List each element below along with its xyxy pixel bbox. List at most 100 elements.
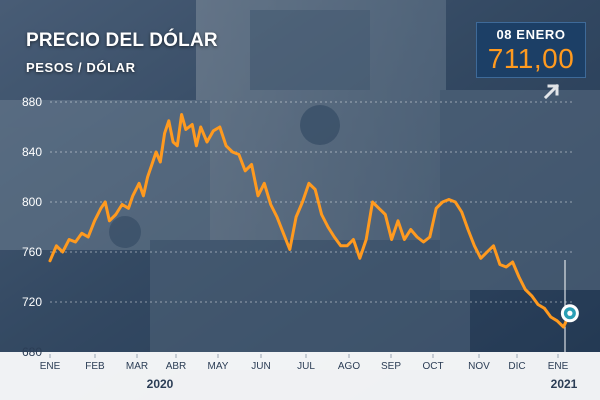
data-point <box>250 163 253 166</box>
banknote-bottom <box>150 240 470 370</box>
data-point <box>555 319 559 322</box>
data-point <box>294 215 298 219</box>
data-point <box>180 113 183 116</box>
data-point <box>127 207 130 210</box>
data-point <box>511 260 514 264</box>
series-line <box>48 113 572 329</box>
data-point <box>314 188 317 191</box>
chart-title: PRECIO DEL DÓLAR <box>26 30 218 51</box>
data-point <box>114 213 118 216</box>
y-tick-label: 800 <box>22 195 42 209</box>
data-point <box>275 215 279 219</box>
data-point <box>167 119 170 123</box>
year-label: 2020 <box>147 377 174 391</box>
data-point <box>163 132 166 135</box>
data-point <box>377 207 381 210</box>
data-point <box>159 160 162 164</box>
data-point <box>93 219 96 222</box>
data-point <box>99 207 103 210</box>
data-point <box>345 244 349 247</box>
x-tick-label: DIC <box>508 361 525 372</box>
data-point <box>352 238 355 241</box>
x-tick-label: SEP <box>381 361 401 372</box>
chart-subtitle: PESOS / DÓLAR <box>26 60 136 75</box>
data-point <box>365 238 368 241</box>
x-tick-label: NOV <box>468 361 490 372</box>
data-point <box>396 219 400 222</box>
banknote-left <box>0 100 210 250</box>
data-point <box>409 228 412 231</box>
series-layer <box>48 113 572 329</box>
data-point <box>131 194 134 197</box>
data-point <box>67 238 71 241</box>
data-point <box>339 244 342 247</box>
data-point <box>176 144 179 147</box>
data-point <box>492 244 495 247</box>
banknote-portrait-area <box>250 10 370 90</box>
data-point <box>146 175 149 179</box>
y-axis: 680 720 760 800 840 880 <box>22 95 42 359</box>
data-point <box>137 182 141 185</box>
latest-date: 08 ENERO <box>496 27 566 42</box>
data-point <box>244 169 247 172</box>
data-point <box>415 235 419 239</box>
data-point <box>184 128 187 131</box>
data-point <box>154 150 158 154</box>
data-point <box>301 200 304 204</box>
data-point <box>212 129 215 132</box>
data-point <box>74 240 77 244</box>
y-tick-label: 680 <box>22 345 42 359</box>
data-point <box>218 125 221 129</box>
data-point <box>505 265 508 269</box>
data-point <box>441 200 444 204</box>
axis-band <box>0 352 600 400</box>
y-tick-label: 760 <box>22 245 42 259</box>
data-point <box>390 238 393 241</box>
x-tick-label: FEB <box>85 361 105 372</box>
data-point <box>288 248 291 251</box>
data-point <box>120 203 124 206</box>
x-tick-label: MAR <box>126 361 148 372</box>
data-point <box>428 235 431 239</box>
data-point <box>108 219 111 222</box>
data-point <box>435 207 438 210</box>
latest-value-badge: 08 ENERO 711,00 <box>476 22 586 78</box>
latest-value: 711,00 <box>487 43 575 74</box>
data-point <box>358 257 361 260</box>
data-point <box>104 200 107 204</box>
data-point <box>80 232 84 235</box>
data-point <box>473 244 476 247</box>
x-tick-label: ENE <box>548 361 569 372</box>
background-banknotes <box>0 0 600 370</box>
data-point <box>195 144 198 147</box>
x-tick-label: MAY <box>208 361 229 372</box>
data-point <box>320 213 323 216</box>
data-point <box>447 198 451 201</box>
data-point <box>199 125 202 129</box>
data-point <box>237 153 241 156</box>
data-point <box>224 144 228 147</box>
data-point <box>454 200 457 204</box>
data-point <box>403 238 406 241</box>
data-point <box>479 257 482 260</box>
data-point <box>536 303 540 306</box>
arrow-up-right-icon <box>543 83 560 100</box>
grid <box>50 101 572 303</box>
x-tick-label: JUL <box>297 361 315 372</box>
marker-center <box>567 310 573 316</box>
data-point <box>371 200 374 204</box>
data-point <box>269 203 272 206</box>
data-point <box>150 163 154 166</box>
data-point <box>205 140 209 144</box>
data-point <box>191 123 194 126</box>
data-point <box>422 240 425 244</box>
data-point <box>256 194 260 197</box>
data-point <box>498 263 502 266</box>
data-point <box>333 235 336 239</box>
y-tick-label: 880 <box>22 95 42 109</box>
data-point <box>543 307 546 310</box>
y-tick-label: 720 <box>22 295 42 309</box>
x-tick-label: OCT <box>422 361 443 372</box>
